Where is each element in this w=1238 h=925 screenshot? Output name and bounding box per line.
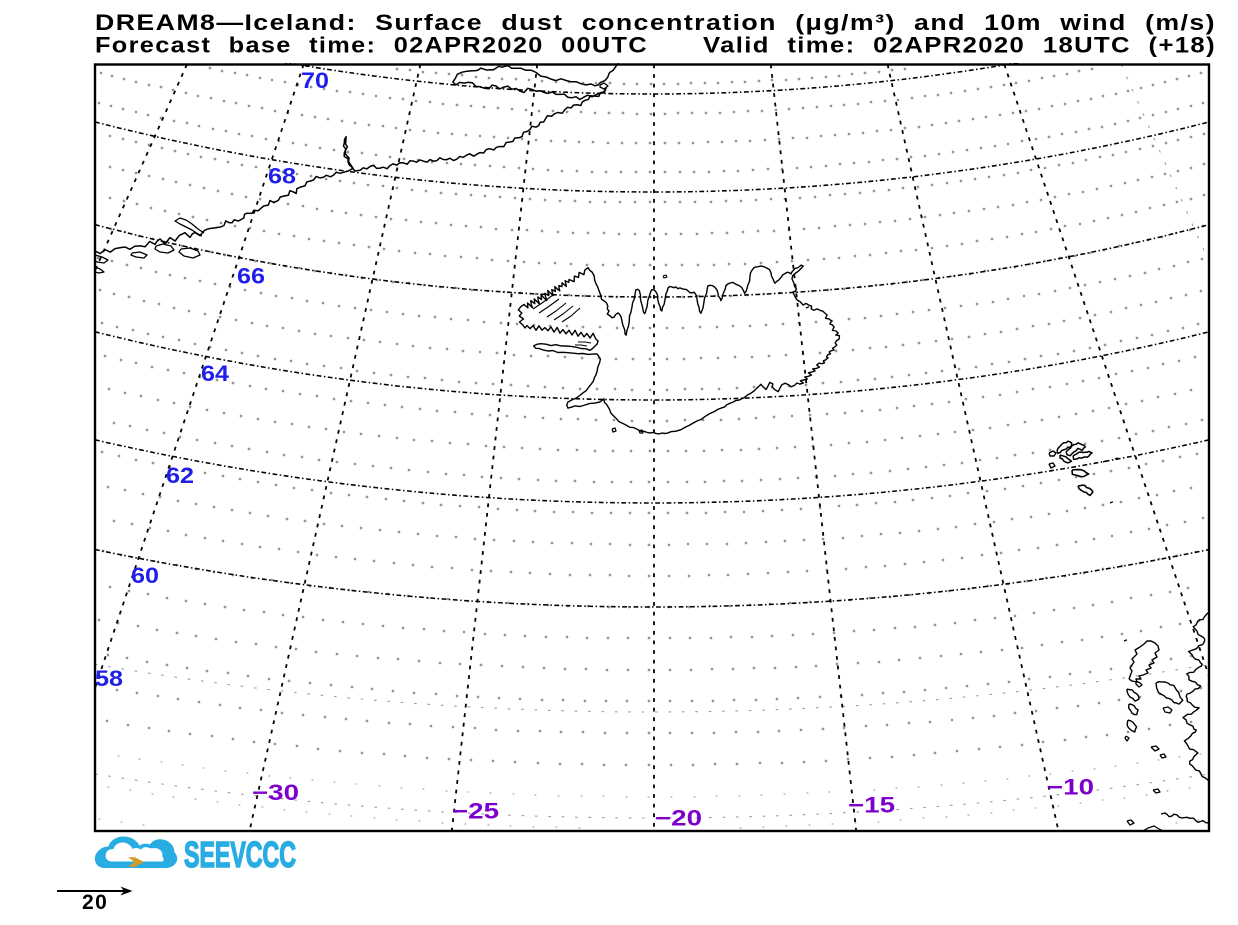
svg-text:−10: −10 — [1047, 775, 1094, 800]
svg-text:−30: −30 — [252, 780, 299, 805]
svg-text:62: 62 — [166, 463, 194, 488]
svg-text:Forecast base time: 02APR2020: Forecast base time: 02APR2020 00UTC — [95, 32, 648, 57]
svg-text:DREAM8—Iceland: Surface dust c: DREAM8—Iceland: Surface dust concentrati… — [95, 10, 1216, 35]
svg-text:−20: −20 — [655, 806, 702, 831]
svg-text:60: 60 — [131, 563, 159, 588]
svg-text:66: 66 — [237, 264, 265, 289]
svg-text:58: 58 — [95, 666, 123, 691]
svg-text:−15: −15 — [848, 793, 895, 818]
svg-text:SEEVCCC: SEEVCCC — [184, 834, 296, 875]
svg-text:Valid time: 02APR2020 18UTC (+: Valid time: 02APR2020 18UTC (+18) — [703, 32, 1216, 57]
svg-text:70: 70 — [301, 68, 329, 93]
svg-text:68: 68 — [268, 164, 296, 189]
svg-text:20: 20 — [82, 891, 108, 914]
svg-text:64: 64 — [201, 361, 230, 386]
svg-text:−25: −25 — [452, 799, 499, 824]
